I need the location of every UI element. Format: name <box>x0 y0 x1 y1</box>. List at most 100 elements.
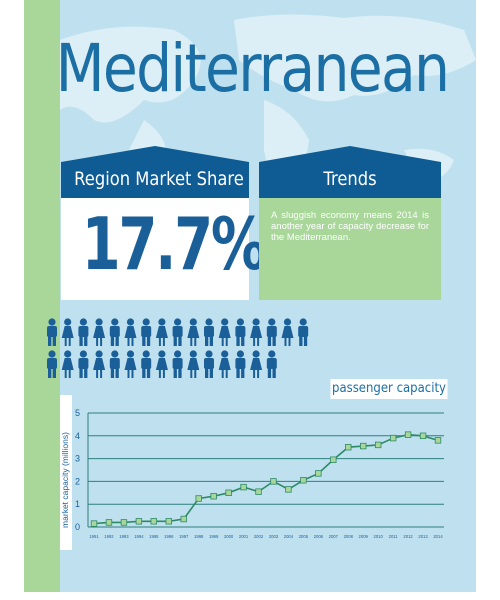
person-icon <box>266 350 277 378</box>
person-icon <box>298 318 309 346</box>
person-icon <box>141 318 152 346</box>
person-icon <box>124 350 137 378</box>
infographic-page: Mediterranean Region Market Share Trends… <box>24 0 476 592</box>
x-tick-label: 1996 <box>164 534 174 539</box>
person-icon <box>204 318 214 346</box>
person-icon <box>47 318 57 346</box>
data-point <box>210 493 217 500</box>
person-icon <box>172 350 183 378</box>
person-icon <box>172 318 183 346</box>
x-tick-label: 2011 <box>389 534 399 539</box>
person-icon <box>93 350 106 378</box>
data-point <box>315 470 322 477</box>
y-tick-label: 0 <box>75 522 80 532</box>
person-icon <box>250 318 263 346</box>
data-point <box>240 483 247 491</box>
person-icon <box>218 350 231 378</box>
x-tick-label: 1997 <box>179 534 189 539</box>
person-icon <box>61 350 74 378</box>
market-share-box: 17.7% <box>61 198 267 300</box>
person-icon <box>78 318 89 346</box>
x-tick-label: 2003 <box>269 534 279 539</box>
person-icon <box>235 318 246 346</box>
person-icon <box>141 350 152 378</box>
person-icon <box>109 318 120 346</box>
x-tick-label: 2001 <box>239 534 249 539</box>
x-tick-label: 2006 <box>314 534 324 539</box>
person-icon <box>218 318 231 346</box>
x-tick-label: 2007 <box>329 534 339 539</box>
data-point <box>434 437 442 444</box>
data-point <box>270 478 277 485</box>
person-icon <box>93 318 106 346</box>
ylabel-backdrop <box>60 395 72 550</box>
market-share-banner: Region Market Share <box>61 146 249 198</box>
page-title: Mediterranean <box>55 30 450 107</box>
data-point <box>150 518 158 525</box>
x-tick-label: 1993 <box>119 534 129 539</box>
trends-label: Trends <box>323 168 377 190</box>
person-icon <box>281 318 294 346</box>
person-icon <box>155 318 168 346</box>
data-point <box>374 441 382 449</box>
data-point <box>330 456 337 463</box>
chart-title: passenger capacity <box>330 379 448 399</box>
market-share-label: Region Market Share <box>74 168 244 190</box>
person-icon <box>235 350 246 378</box>
person-icon <box>204 350 214 378</box>
green-sidebar-strip <box>24 0 60 592</box>
passenger-capacity-chart: 0 1 2 3 4 5 market capacity (millions) 1991 1992… <box>60 395 444 550</box>
data-point <box>345 444 352 451</box>
person-icon <box>187 318 200 346</box>
data-point <box>255 488 262 495</box>
x-tick-label: 1998 <box>194 534 204 539</box>
data-point <box>300 477 307 484</box>
trends-box: A sluggish economy means 2014 is another… <box>259 198 441 300</box>
y-tick-label: 3 <box>75 454 80 464</box>
data-point <box>404 431 412 438</box>
y-axis-label: market capacity (millions) <box>60 432 70 528</box>
data-point <box>285 486 292 493</box>
x-tick-label: 1991 <box>89 534 99 539</box>
person-icon <box>250 350 263 378</box>
person-icon <box>187 350 200 378</box>
x-tick-label: 2002 <box>254 534 264 539</box>
data-point <box>360 442 367 450</box>
person-icon <box>124 318 137 346</box>
data-point <box>105 519 113 526</box>
data-point <box>389 434 397 442</box>
data-point <box>180 515 187 523</box>
x-tick-label: 2009 <box>359 534 369 539</box>
data-point <box>165 518 172 525</box>
x-tick-label: 2005 <box>299 534 309 539</box>
data-point <box>419 432 427 439</box>
data-point <box>225 489 232 496</box>
series-line <box>93 433 439 525</box>
x-tick-label: 2013 <box>418 534 428 539</box>
data-point <box>195 495 202 502</box>
trends-banner: Trends <box>259 146 441 198</box>
y-tick-label: 5 <box>75 408 80 418</box>
person-icon <box>61 318 74 346</box>
y-tick-label: 4 <box>75 431 80 441</box>
data-point <box>120 519 128 526</box>
x-tick-label: 2004 <box>284 534 294 539</box>
market-share-value: 17.7% <box>81 202 267 286</box>
x-tick-label: 1999 <box>209 534 219 539</box>
person-icon <box>47 350 57 378</box>
x-tick-label: 2000 <box>224 534 234 539</box>
x-tick-label: 1992 <box>104 534 114 539</box>
person-icon <box>78 350 89 378</box>
x-tick-label: 1995 <box>149 534 159 539</box>
x-tick-label: 2012 <box>403 534 413 539</box>
x-tick-label: 1994 <box>134 534 144 539</box>
data-point <box>90 520 98 527</box>
y-tick-label: 2 <box>75 476 80 486</box>
x-tick-label: 2010 <box>374 534 384 539</box>
person-icon <box>155 350 168 378</box>
person-icon <box>266 318 277 346</box>
x-tick-label: 2014 <box>433 534 443 539</box>
x-tick-label: 2008 <box>344 534 354 539</box>
trends-text: A sluggish economy means 2014 is another… <box>271 210 429 243</box>
people-icon-grid <box>47 318 309 378</box>
